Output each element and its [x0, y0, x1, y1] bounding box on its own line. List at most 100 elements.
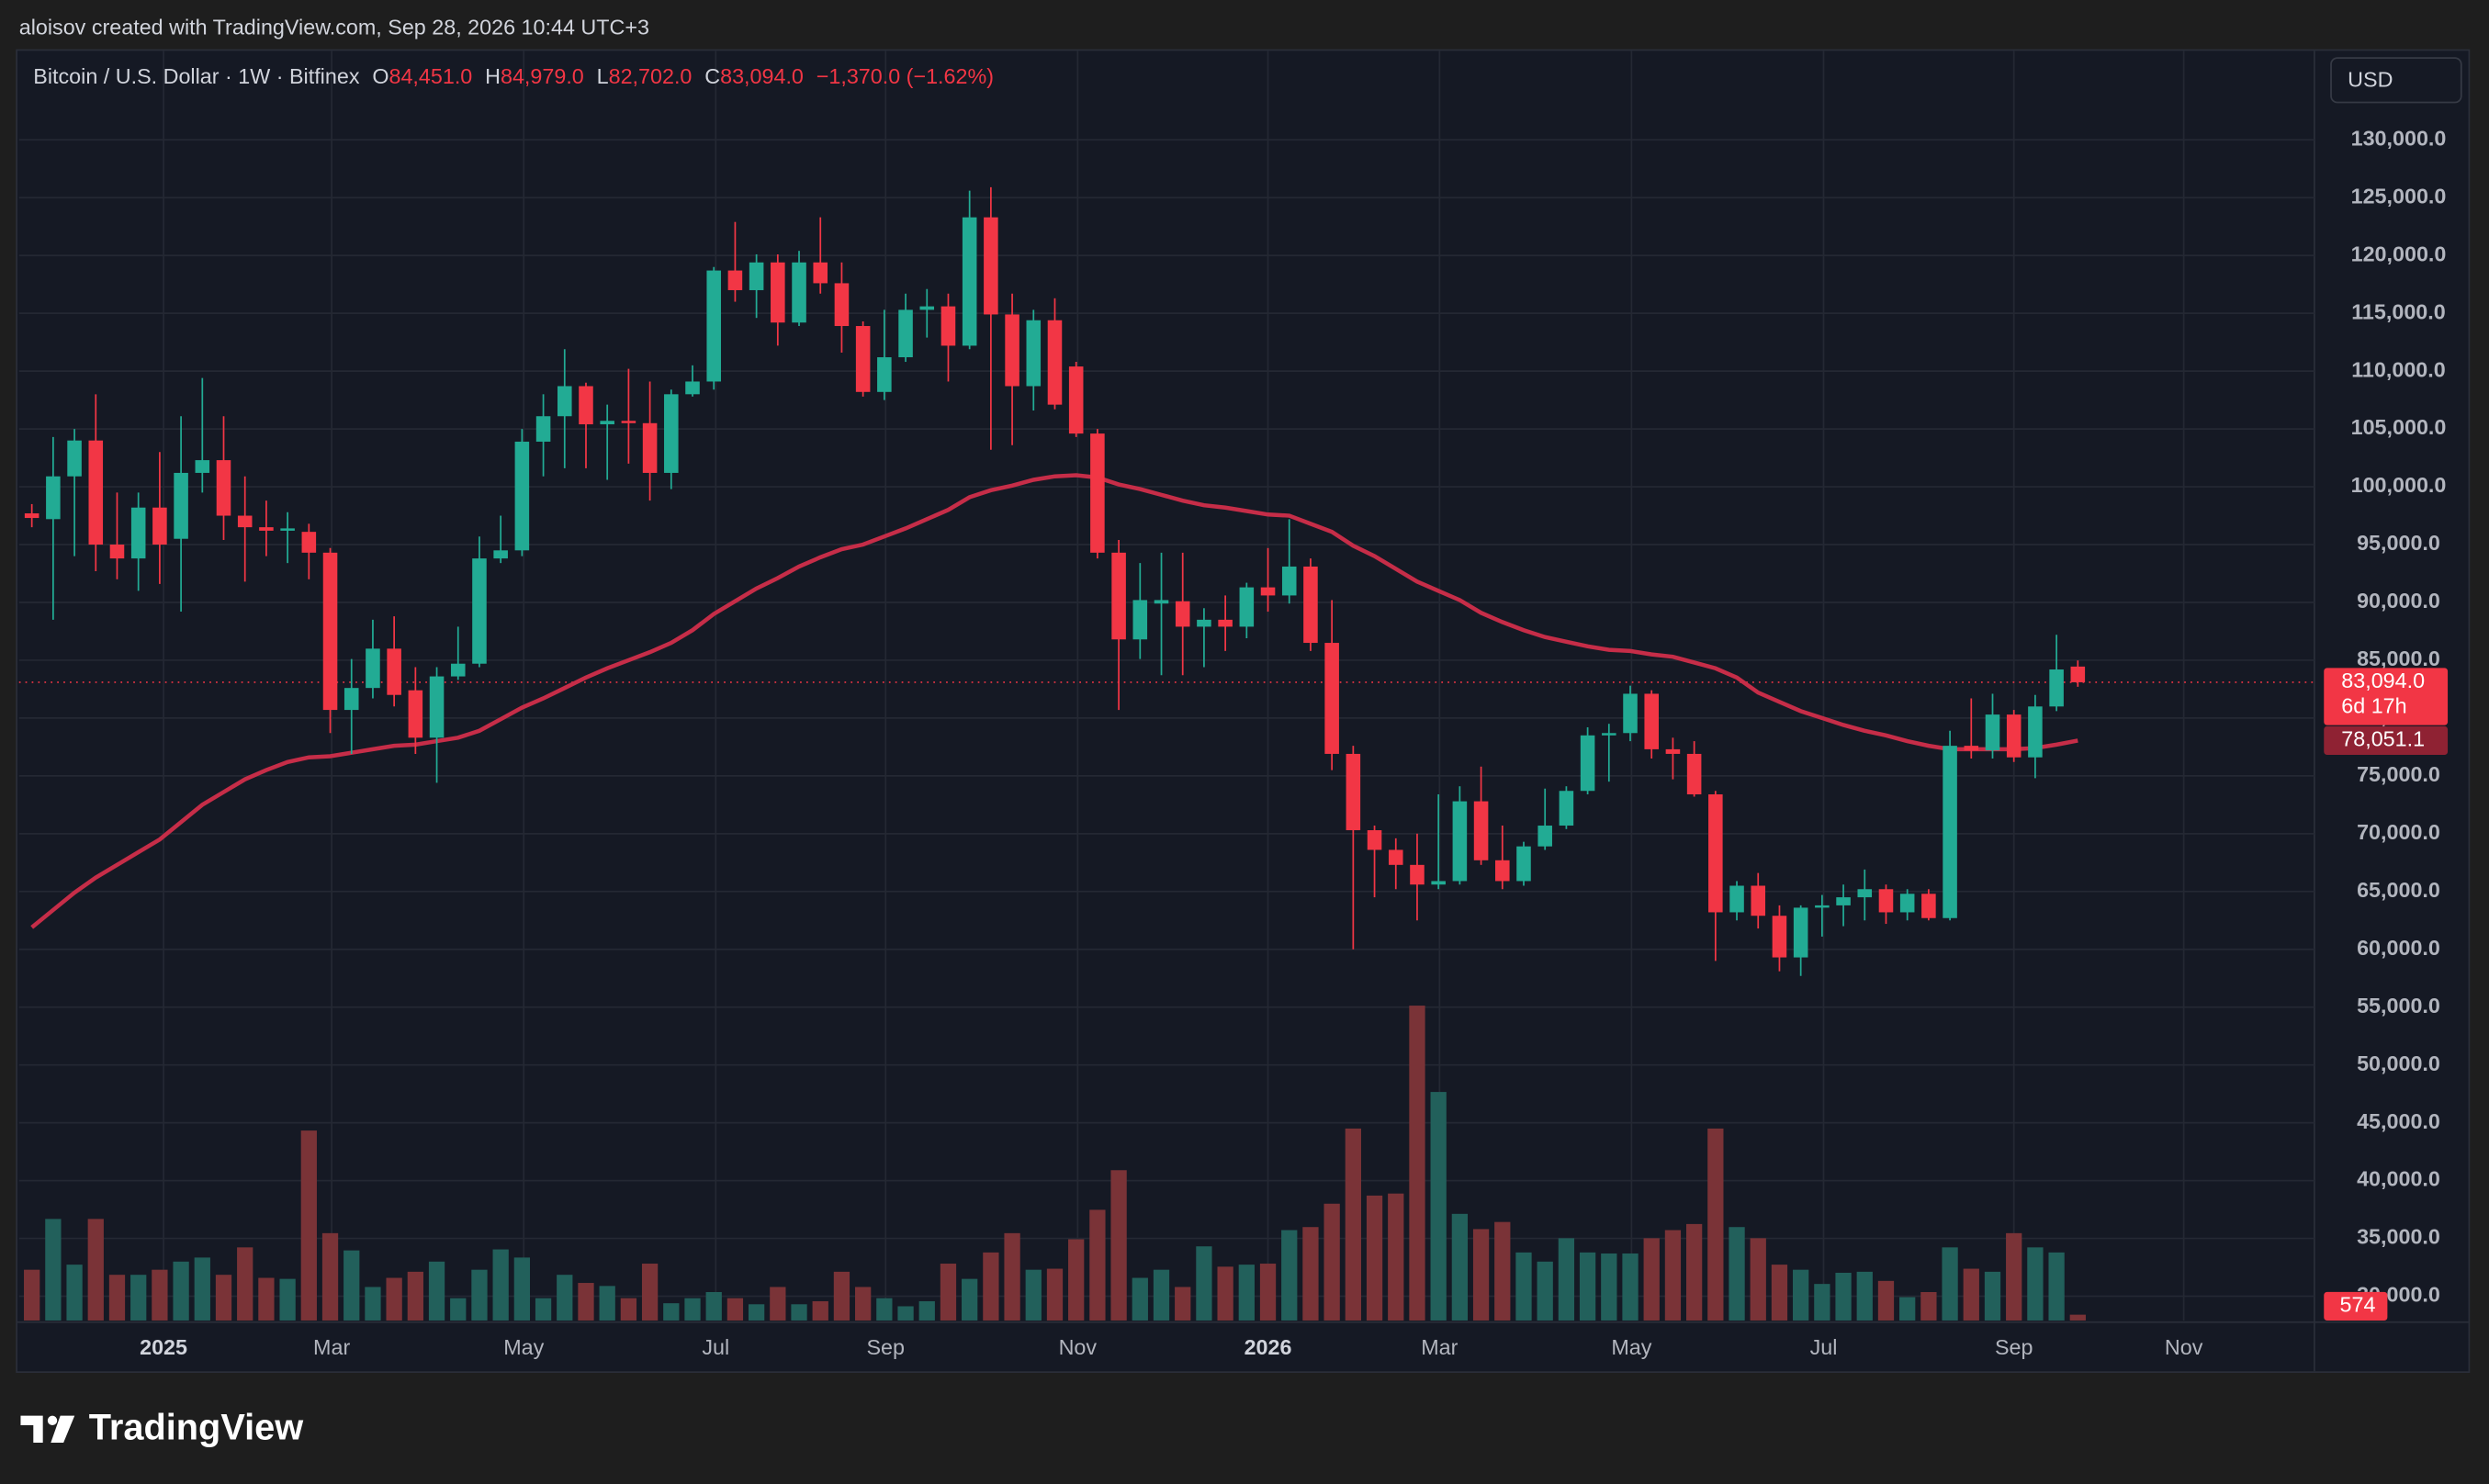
volume-bar: [770, 1287, 786, 1321]
currency[interactable]: USD: [2348, 67, 2393, 91]
candle-body: [109, 545, 125, 559]
candle-body: [1175, 601, 1190, 627]
volume-bar: [705, 1291, 722, 1321]
candle-body: [792, 262, 806, 323]
candle-body: [727, 270, 743, 290]
x-tick-label: Sep: [1995, 1335, 2033, 1359]
volume-bar: [599, 1286, 615, 1321]
candle-body: [621, 421, 636, 423]
volume-bar: [940, 1264, 957, 1321]
candle-body: [1921, 894, 1936, 918]
candle-body: [280, 528, 295, 531]
x-tick-label: Mar: [1421, 1335, 1458, 1359]
candle-body: [1026, 320, 1042, 387]
y-tick-label: 50,000.0: [2357, 1051, 2440, 1075]
candle-body: [1431, 881, 1446, 885]
volume-bar: [471, 1269, 488, 1321]
candle-body: [771, 262, 785, 323]
candle-body: [940, 306, 956, 346]
candle-body: [1751, 885, 1766, 916]
candle-body: [216, 460, 231, 516]
candle-body: [1260, 587, 1276, 596]
currency-box[interactable]: [2330, 57, 2462, 104]
candle-body: [1495, 860, 1510, 882]
volume-bar: [1963, 1268, 1979, 1321]
x-tick-label: May: [503, 1335, 544, 1359]
x-tick-label: Nov: [1059, 1335, 1098, 1359]
y-tick-label: 130,000.0: [2351, 126, 2447, 150]
volume-bar: [1771, 1265, 1788, 1321]
candle-body: [1239, 587, 1255, 627]
volume-bar: [1217, 1266, 1233, 1321]
candle-body: [1367, 830, 1382, 850]
volume-bar: [300, 1130, 317, 1321]
volume-bar: [386, 1277, 402, 1321]
volume-bar: [1707, 1128, 1724, 1321]
brand-logo[interactable]: TradingView: [20, 1408, 303, 1448]
countdown: 6d 17h: [2341, 694, 2406, 718]
volume-bar: [1558, 1238, 1575, 1321]
candle-body: [1111, 552, 1126, 640]
candle-body: [1388, 849, 1403, 865]
candle-body: [1580, 735, 1595, 792]
candle-body: [962, 217, 977, 346]
candle-body: [408, 690, 423, 738]
y-tick-label: 35,000.0: [2357, 1225, 2440, 1249]
volume-tag: [2324, 1291, 2388, 1321]
volume-bar: [855, 1287, 872, 1321]
volume-bar: [87, 1219, 104, 1321]
currency-button[interactable]: USD: [2330, 57, 2462, 104]
y-tick-label: 60,000.0: [2357, 936, 2440, 960]
volume-bar: [1153, 1269, 1170, 1321]
candle-body: [1772, 916, 1787, 958]
brand[interactable]: TradingView: [89, 1408, 303, 1448]
volume-bar: [1004, 1232, 1020, 1321]
volume-bar: [918, 1300, 935, 1321]
candle-body: [642, 422, 658, 473]
candle-body: [259, 527, 274, 531]
volume-bar: [1664, 1230, 1682, 1321]
candles: [24, 186, 2086, 976]
candle-body: [1602, 733, 1616, 736]
volume-bar: [1281, 1230, 1298, 1321]
x-tick-label: 2026: [1244, 1335, 1292, 1359]
volume-bar: [1622, 1253, 1639, 1321]
candle-body: [46, 476, 61, 520]
candle-body: [1623, 693, 1638, 734]
candle-body: [472, 558, 487, 664]
volume-bar: [1302, 1227, 1319, 1321]
volume-bar: [108, 1275, 126, 1321]
y-tick-label: 100,000.0: [2351, 473, 2447, 497]
candle-body: [706, 270, 721, 382]
candle-body: [344, 688, 359, 711]
candle-body: [1090, 433, 1105, 553]
candle-body: [88, 440, 104, 545]
y-tick-label: 105,000.0: [2351, 415, 2447, 439]
volume-bar: [2006, 1232, 2022, 1321]
candle-body: [1452, 801, 1468, 882]
volume-bar: [1793, 1269, 1809, 1321]
logo-mark: [20, 1415, 43, 1444]
volume-bar: [897, 1306, 914, 1321]
volume-bar: [1984, 1271, 2001, 1321]
volume-label: 574: [2340, 1293, 2376, 1317]
candle-body: [2028, 706, 2043, 758]
volume-bar: [663, 1303, 680, 1321]
x-tick-label: Jul: [1810, 1335, 1838, 1359]
y-tick-label: 95,000.0: [2357, 531, 2440, 555]
volume-bar: [1942, 1247, 1958, 1321]
candle-body: [557, 386, 572, 417]
candle-body: [322, 552, 338, 711]
volume-bar: [1515, 1252, 1532, 1321]
candle-body: [174, 472, 188, 539]
candle-body: [1899, 894, 1915, 913]
logo-dot: [47, 1415, 58, 1426]
plot: [18, 51, 2314, 1321]
volume-bar: [1472, 1229, 1490, 1321]
x-tick-label: Jul: [702, 1335, 729, 1359]
volume-bar: [66, 1265, 83, 1321]
volume-bar: [876, 1298, 893, 1321]
y-tick-label: 45,000.0: [2357, 1109, 2440, 1133]
